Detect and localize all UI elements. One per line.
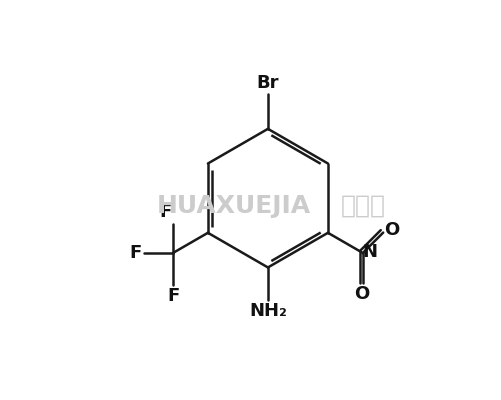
Text: O: O (384, 221, 399, 239)
Text: F: F (129, 244, 142, 262)
Text: F: F (167, 288, 179, 306)
Text: F: F (159, 203, 172, 221)
Text: NH₂: NH₂ (249, 302, 287, 320)
Text: HUAXUEJIA: HUAXUEJIA (156, 194, 311, 218)
Text: O: O (354, 285, 369, 303)
Text: Br: Br (257, 74, 279, 92)
Text: N: N (363, 243, 378, 261)
Text: 化学加: 化学加 (341, 194, 386, 218)
